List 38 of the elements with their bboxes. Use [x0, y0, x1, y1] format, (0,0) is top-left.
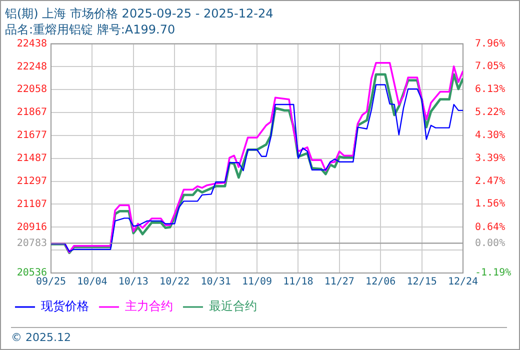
y-tick-label: 20783: [16, 238, 47, 249]
x-tick-label: 10/04: [77, 276, 108, 288]
legend-label: 现货价格: [41, 299, 89, 314]
y-tick-label: 21107: [16, 198, 47, 210]
x-tick-label: 10/22: [160, 276, 190, 288]
y-tick-label: 22438: [16, 38, 47, 50]
y2-tick-label: 6.13%: [475, 84, 506, 96]
y2-tick-label: 1.56%: [475, 198, 506, 210]
chart-subtitle: 品名:重熔用铝锭 牌号:A199.70: [5, 22, 176, 37]
y2-tick-label: 7.96%: [475, 38, 506, 50]
y2-tick-label: 0.64%: [475, 222, 506, 233]
x-tick-label: 09/25: [36, 276, 66, 288]
x-tick-label: 10/31: [200, 276, 231, 288]
y-tick-label: 21297: [16, 176, 47, 187]
x-tick-label: 12/15: [406, 276, 437, 288]
y-tick-label: 21867: [16, 107, 47, 118]
x-tick-label: 12/24: [448, 276, 478, 288]
y-tick-label: 22248: [16, 61, 47, 72]
x-tick-label: 11/09: [242, 276, 272, 288]
y2-tick-label: 3.39%: [475, 152, 506, 164]
y-tick-label: 22058: [16, 84, 47, 96]
chart-title: 铝(期) 上海 市场价格 2025-09-25 - 2025-12-24: [4, 6, 274, 20]
y-tick-label: 21487: [16, 152, 47, 164]
text: © 2025.12: [11, 327, 507, 344]
x-tick-label: 12/06: [366, 276, 396, 288]
y2-tick-label: 7.05%: [475, 61, 506, 72]
x-tick-label: 10/13: [118, 276, 148, 288]
x-tick-label: 11/18: [283, 276, 314, 288]
y-tick-label: 21677: [16, 130, 47, 142]
x-tick-label: 11/27: [324, 276, 354, 288]
y2-tick-label: 4.30%: [475, 130, 506, 142]
y2-tick-label: 5.22%: [475, 107, 506, 118]
y2-tick-label: -1.19%: [475, 268, 512, 279]
y2-tick-label: 0.00%: [475, 238, 506, 249]
legend-label: 最近合约: [209, 299, 257, 314]
legend-label: 主力合约: [125, 299, 173, 314]
y2-tick-label: 2.47%: [475, 176, 506, 187]
y-tick-label: 20916: [16, 222, 47, 233]
